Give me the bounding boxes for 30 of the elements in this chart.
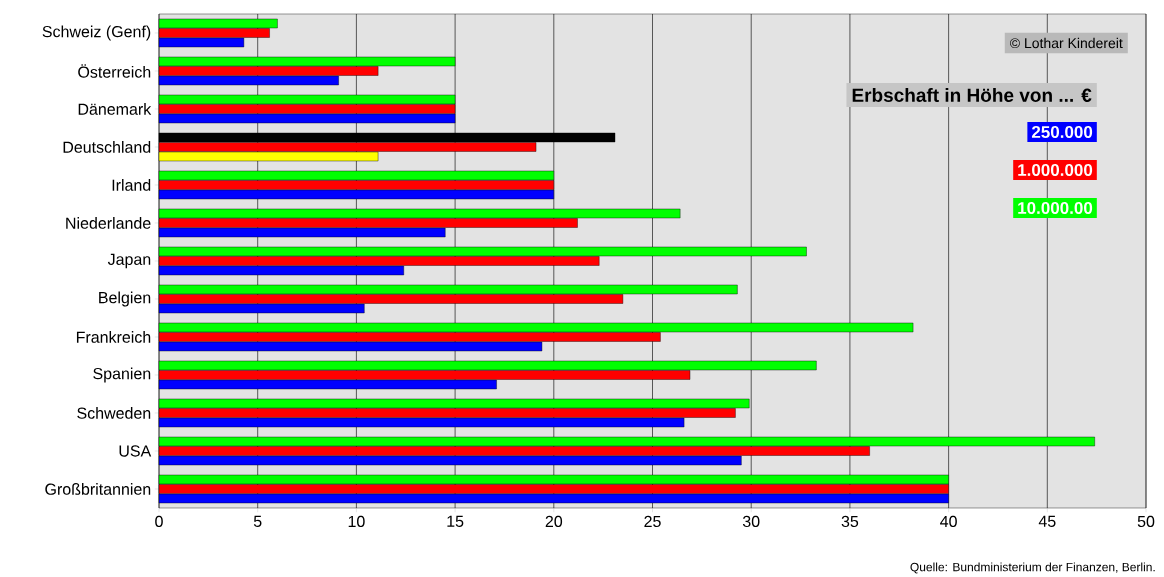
y-tick-label: Japan bbox=[107, 253, 151, 269]
y-tick-label: Belgien bbox=[99, 291, 151, 307]
x-tick-label: 25 bbox=[644, 515, 661, 528]
x-tick-label: 10 bbox=[348, 515, 365, 528]
y-tick-label: Irland bbox=[112, 179, 151, 191]
source-note: Quelle: Bundministerium der Finanzen, Berlin. bbox=[910, 562, 1155, 574]
y-tick-label: Großbritannien bbox=[45, 483, 151, 495]
x-tick-label: 20 bbox=[545, 515, 563, 528]
annotation: © Lothar Kindereit bbox=[1009, 37, 1123, 49]
text: 10.000.00 bbox=[1018, 201, 1093, 215]
y-tick-label: Dänemark bbox=[78, 103, 152, 115]
x-tick-label: 45 bbox=[1038, 515, 1056, 527]
x-tick-label: 40 bbox=[940, 515, 957, 528]
x-tick-label: 30 bbox=[742, 515, 760, 528]
x-tick-label: 15 bbox=[447, 515, 464, 527]
text: 250.000 bbox=[1031, 125, 1093, 139]
x-tick-label: 5 bbox=[253, 515, 262, 527]
text: 1.000.000 bbox=[1018, 163, 1093, 177]
y-tick-label: Deutschland bbox=[63, 141, 151, 153]
y-tick-label: Schweiz (Genf) bbox=[42, 25, 151, 41]
legend-title: Erbschaft in Höhe von ... € bbox=[852, 88, 1092, 102]
y-tick-label: Spanien bbox=[93, 367, 151, 383]
y-tick-label: Schweden bbox=[77, 407, 151, 419]
y-tick-label: Frankreich bbox=[76, 331, 151, 343]
x-tick-label: 0 bbox=[155, 515, 163, 528]
x-tick-label: 50 bbox=[1137, 515, 1155, 528]
x-tick-label: 35 bbox=[841, 515, 859, 528]
y-tick-label: USA bbox=[119, 445, 152, 457]
y-tick-label: Österreich bbox=[78, 64, 151, 78]
y-tick-label: Niederlande bbox=[66, 217, 151, 229]
